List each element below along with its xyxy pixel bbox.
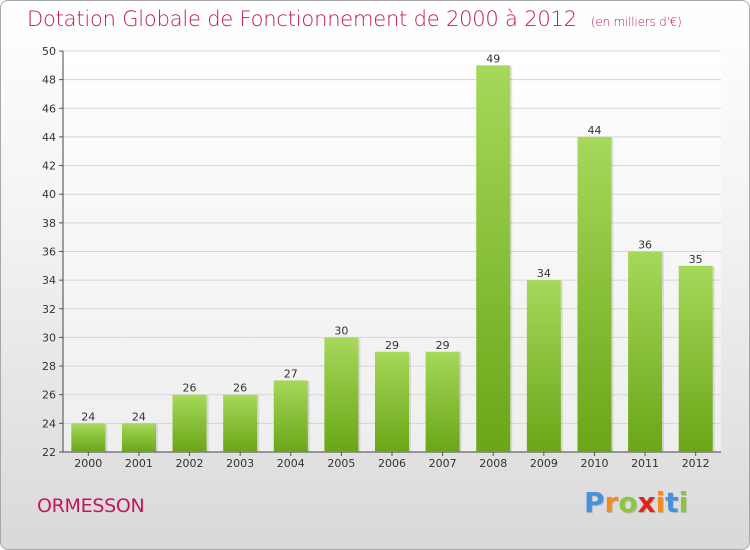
y-tick-label: 50 bbox=[42, 45, 56, 58]
data-label: 35 bbox=[689, 253, 703, 266]
y-tick-label: 48 bbox=[42, 74, 56, 87]
y-tick-label: 26 bbox=[42, 389, 56, 402]
logo-letter: i bbox=[655, 486, 666, 519]
data-label: 24 bbox=[132, 410, 146, 423]
x-tick-label: 2003 bbox=[226, 457, 254, 470]
data-label: 29 bbox=[385, 339, 399, 352]
y-tick-label: 44 bbox=[42, 131, 56, 144]
x-tick-label: 2005 bbox=[327, 457, 355, 470]
x-tick-label: 2012 bbox=[682, 457, 710, 470]
bar bbox=[425, 351, 460, 452]
logo-letter: i bbox=[678, 486, 689, 519]
data-label: 29 bbox=[436, 339, 450, 352]
data-label: 26 bbox=[233, 382, 247, 395]
x-tick-label: 2007 bbox=[429, 457, 457, 470]
y-tick-label: 30 bbox=[42, 331, 56, 344]
bar bbox=[121, 423, 156, 452]
data-label: 49 bbox=[486, 52, 500, 65]
x-tick-label: 2000 bbox=[74, 457, 102, 470]
x-tick-label: 2009 bbox=[530, 457, 558, 470]
x-tick-label: 2008 bbox=[479, 457, 507, 470]
bar bbox=[223, 394, 258, 452]
bar bbox=[628, 251, 663, 452]
bar bbox=[526, 280, 561, 452]
y-tick-label: 36 bbox=[42, 246, 56, 259]
y-tick-label: 24 bbox=[42, 417, 56, 430]
x-tick-label: 2002 bbox=[176, 457, 204, 470]
x-tick-label: 2004 bbox=[277, 457, 305, 470]
y-tick-label: 28 bbox=[42, 360, 56, 373]
logo-letter: t bbox=[665, 486, 679, 519]
y-tick-label: 34 bbox=[42, 274, 56, 287]
chart-title: Dotation Globale de Fonctionnement de 20… bbox=[27, 7, 682, 31]
data-label: 24 bbox=[81, 410, 95, 423]
proxiti-logo: Proxiti bbox=[584, 486, 688, 519]
data-label: 44 bbox=[587, 124, 601, 137]
y-tick-label: 42 bbox=[42, 160, 56, 173]
bar bbox=[577, 136, 612, 452]
bar bbox=[71, 423, 106, 452]
bar bbox=[375, 351, 409, 452]
x-tick-label: 2001 bbox=[125, 457, 153, 470]
data-label: 30 bbox=[334, 324, 348, 337]
data-label: 27 bbox=[284, 367, 298, 380]
bar bbox=[476, 65, 511, 453]
unit-label: (en milliers d'€) bbox=[590, 15, 682, 29]
logo-letter: x bbox=[637, 486, 656, 519]
city-name: ORMESSON bbox=[37, 495, 145, 517]
y-tick-label: 46 bbox=[42, 102, 56, 115]
data-label: 34 bbox=[537, 267, 551, 280]
y-tick-label: 38 bbox=[42, 217, 56, 230]
logo-letter: P bbox=[584, 486, 605, 519]
x-tick-label: 2010 bbox=[580, 457, 608, 470]
logo-letter: o bbox=[618, 486, 638, 519]
bar bbox=[172, 394, 207, 452]
x-tick-label: 2006 bbox=[378, 457, 406, 470]
bar bbox=[324, 337, 359, 452]
logo-letter: r bbox=[604, 486, 619, 519]
bar bbox=[273, 380, 308, 452]
y-tick-label: 32 bbox=[42, 303, 56, 316]
data-label: 26 bbox=[183, 382, 197, 395]
title-text: Dotation Globale de Fonctionnement de 20… bbox=[27, 7, 577, 31]
data-label: 36 bbox=[638, 239, 652, 252]
x-tick-label: 2011 bbox=[631, 457, 659, 470]
y-tick-label: 40 bbox=[42, 188, 56, 201]
y-tick-label: 22 bbox=[42, 446, 56, 459]
bar bbox=[678, 265, 713, 452]
